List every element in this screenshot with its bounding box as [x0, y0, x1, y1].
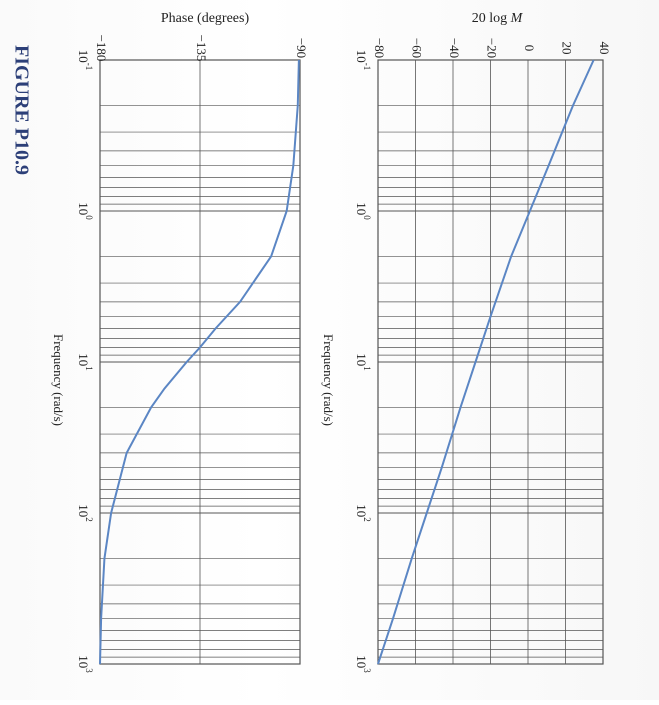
phase-series-line	[99, 59, 300, 665]
magnitude-value-tick-label: 20	[560, 42, 575, 55]
magnitude-value-tick-label: 0	[522, 45, 537, 52]
phase-ylabel: Phase (degrees)	[161, 11, 250, 26]
magnitude-value-tick-label: −60	[410, 38, 425, 58]
magnitude-value-tick-label: −40	[447, 38, 462, 58]
magnitude-freq-tick-label: 102	[354, 504, 372, 522]
magnitude-freq-tick-label: 100	[354, 202, 372, 220]
magnitude-series-line	[377, 59, 595, 665]
magnitude-ylabel: 20 log M	[472, 11, 524, 26]
phase-xlabel: Frequency (rad/s)	[51, 334, 66, 426]
phase-freq-tick-label: 102	[76, 504, 94, 522]
magnitude-freq-tick-label: 103	[354, 655, 372, 673]
phase-freq-tick-label: 101	[76, 353, 94, 371]
magnitude-freq-tick-label: 10-1	[354, 50, 372, 71]
phase-freq-tick-label: 100	[76, 202, 94, 220]
phase-freq-tick-label: 10-1	[76, 50, 94, 71]
phase-value-tick-label: −135	[194, 35, 209, 62]
magnitude-value-tick-label: −20	[485, 38, 500, 58]
figure-caption: FIGURE P10.9	[10, 45, 32, 175]
phase-value-tick-label: −90	[294, 38, 309, 58]
phase-freq-tick-label: 103	[76, 655, 94, 673]
magnitude-value-tick-label: 40	[597, 42, 612, 55]
magnitude-value-tick-label: −80	[372, 38, 387, 58]
phase-value-tick-label: −180	[94, 35, 109, 62]
magnitude-freq-tick-label: 101	[354, 353, 372, 371]
magnitude-xlabel: Frequency (rad/s)	[321, 334, 336, 426]
